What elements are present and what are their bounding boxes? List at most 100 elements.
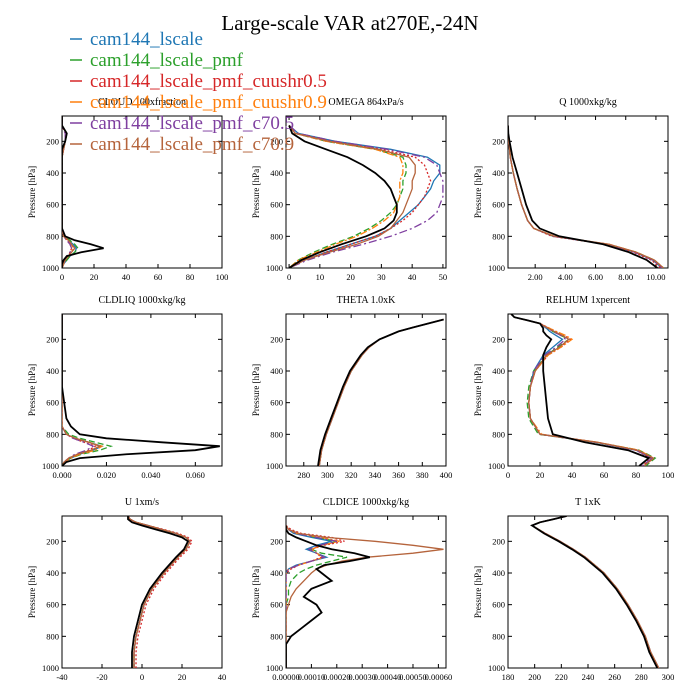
y-tick-label: 400: [492, 168, 505, 178]
series-line-2: [286, 524, 345, 668]
x-tick-label: 8.00: [618, 272, 633, 282]
x-tick-label: 20: [178, 672, 187, 682]
x-tick-label: 50: [439, 272, 448, 282]
y-tick-label: 800: [492, 631, 505, 641]
x-tick-label: 0.00060: [425, 672, 453, 682]
x-tick-label: 380: [416, 470, 429, 480]
legend-entry: cam144_lscale_pmf: [90, 50, 244, 71]
y-tick-label: 800: [492, 231, 505, 241]
y-tick-label: 800: [46, 631, 59, 641]
panel-title: OMEGA 864xPa/s: [328, 97, 403, 108]
series-line-3: [288, 125, 404, 268]
x-tick-label: 20: [346, 272, 355, 282]
series-line-5: [288, 125, 416, 268]
legend-entry: cam144_lscale_pmf_cuushr0.5: [90, 71, 327, 92]
plot-frame: [61, 313, 223, 467]
y-tick-label: 600: [46, 398, 59, 408]
series-line-1: [318, 318, 444, 466]
y-tick-label: 200: [46, 136, 59, 146]
x-tick-label: 40: [218, 672, 227, 682]
x-tick-label: 40: [122, 272, 131, 282]
x-tick-label: 0: [140, 672, 144, 682]
panel-7: CLDICE 1000xkg/kg Pressure [hPa] 200 400 600…: [251, 497, 452, 682]
y-axis-label: Pressure [hPa]: [251, 364, 261, 416]
y-tick-label: 200: [492, 136, 505, 146]
x-tick-label: 260: [608, 672, 621, 682]
series-line-6: [508, 125, 658, 268]
y-tick-label: 800: [270, 631, 283, 641]
series-line-5: [318, 318, 444, 466]
y-tick-label: 1000: [42, 461, 59, 471]
series-line-3: [510, 314, 655, 466]
y-tick-label: 400: [270, 366, 283, 376]
series-line-2: [530, 516, 660, 668]
y-tick-label: 1000: [488, 461, 505, 471]
y-tick-label: 1000: [488, 263, 505, 273]
series-line-3: [62, 314, 104, 466]
series-line-5: [62, 314, 102, 466]
x-tick-label: 4.00: [558, 272, 573, 282]
panel-title: CLOUD 100xfraction: [98, 97, 186, 108]
x-tick-label: 0.00020: [323, 672, 351, 682]
series-line-1: [530, 516, 660, 668]
series-line-5: [508, 125, 664, 268]
y-tick-label: 600: [46, 600, 59, 610]
panel-4: THETA 1.0xK Pressure [hPa] 200 400 600 800 100…: [251, 295, 452, 480]
series-line-4: [288, 125, 444, 268]
plot-frame: [285, 313, 447, 467]
x-tick-label: 60: [600, 470, 609, 480]
y-tick-label: 200: [270, 136, 283, 146]
series-line-3: [127, 516, 191, 668]
series-line-5: [127, 516, 191, 668]
x-tick-label: 0.00010: [298, 672, 326, 682]
y-tick-label: 600: [46, 200, 59, 210]
legend-entry: cam144_lscale_pmf_cuushr0.9: [90, 92, 327, 113]
plot-frame: [61, 515, 223, 669]
x-tick-label: 80: [186, 272, 195, 282]
series-line-4: [508, 125, 663, 268]
y-tick-label: 400: [46, 366, 59, 376]
series-line-6: [288, 125, 398, 268]
series-line-0: [318, 318, 444, 466]
y-tick-label: 600: [492, 200, 505, 210]
series-line-0: [530, 516, 660, 668]
y-tick-label: 800: [46, 429, 59, 439]
y-tick-label: 400: [270, 168, 283, 178]
y-axis-label: Pressure [hPa]: [251, 166, 261, 218]
series-line-3: [530, 516, 660, 668]
x-tick-label: 0.020: [97, 470, 116, 480]
x-tick-label: 0: [287, 272, 291, 282]
x-tick-label: 200: [528, 672, 541, 682]
x-tick-label: 6.00: [588, 272, 603, 282]
series-line-6: [530, 516, 659, 668]
y-tick-label: 1000: [266, 263, 283, 273]
y-tick-label: 600: [270, 398, 283, 408]
series-line-4: [530, 516, 660, 668]
series-line-2: [510, 314, 652, 466]
x-tick-label: 220: [555, 672, 568, 682]
x-tick-label: 320: [345, 470, 358, 480]
series-line-2: [127, 516, 193, 668]
series-line-4: [127, 516, 191, 668]
series-line-4: [510, 314, 654, 466]
series-line-6: [62, 116, 104, 268]
y-tick-label: 200: [270, 334, 283, 344]
x-tick-label: 240: [582, 672, 595, 682]
x-tick-label: 40: [568, 470, 577, 480]
x-tick-label: 360: [392, 470, 405, 480]
y-tick-label: 400: [270, 568, 283, 578]
series-line-0: [127, 516, 191, 668]
x-tick-label: 0: [506, 470, 510, 480]
x-tick-label: 300: [662, 672, 675, 682]
series-line-3: [318, 318, 444, 466]
x-tick-label: 80: [632, 470, 641, 480]
series-line-3: [508, 125, 664, 268]
series-line-5: [286, 525, 444, 668]
legend-entry: cam144_lscale: [90, 29, 203, 50]
x-tick-label: 400: [440, 470, 453, 480]
series-line-0: [62, 116, 78, 268]
x-tick-label: 280: [635, 672, 648, 682]
